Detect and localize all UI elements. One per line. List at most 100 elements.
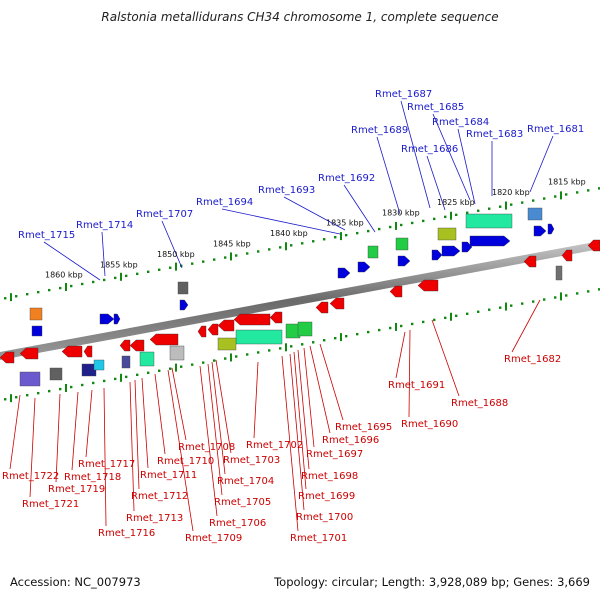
gene-label-rmet_1697: Rmet_1697 bbox=[306, 449, 363, 460]
gene-block bbox=[139, 351, 155, 367]
backbone bbox=[0, 241, 600, 360]
gene-label-rmet_1703: Rmet_1703 bbox=[223, 455, 280, 466]
gene-label-rmet_1702: Rmet_1702 bbox=[246, 440, 303, 451]
scale-tick bbox=[175, 262, 177, 271]
leader-line bbox=[161, 220, 183, 269]
leader-line bbox=[9, 394, 21, 470]
scale-dot bbox=[279, 246, 282, 249]
gene-label-rmet_1711: Rmet_1711 bbox=[140, 470, 197, 481]
scale-dot bbox=[213, 359, 216, 362]
reverse-gene-arrow bbox=[269, 311, 283, 324]
reverse-gene-arrow bbox=[119, 339, 131, 352]
gene-label-rmet_1719: Rmet_1719 bbox=[48, 484, 105, 495]
scale-dot bbox=[202, 260, 205, 263]
gene-block bbox=[169, 345, 185, 361]
leader-line bbox=[400, 100, 431, 209]
scale-tick bbox=[450, 211, 452, 220]
gene-label-rmet_1695: Rmet_1695 bbox=[335, 422, 392, 433]
scale-dot bbox=[37, 290, 40, 294]
kbp-label: 1840 kbp bbox=[270, 229, 308, 238]
scale-dot bbox=[312, 240, 315, 243]
gene-label-rmet_1712: Rmet_1712 bbox=[131, 491, 188, 502]
gene-label-rmet_1714: Rmet_1714 bbox=[76, 220, 133, 231]
gene-label-rmet_1699: Rmet_1699 bbox=[298, 491, 355, 502]
gene-label-rmet_1701: Rmet_1701 bbox=[290, 533, 347, 544]
scale-dot bbox=[587, 290, 590, 293]
upper-scale bbox=[4, 187, 600, 302]
scale-dot bbox=[59, 286, 62, 290]
gene-label-rmet_1687: Rmet_1687 bbox=[375, 89, 432, 100]
leader-line bbox=[207, 363, 223, 496]
kbp-label: 1820 kbp bbox=[492, 188, 530, 197]
scale-tick bbox=[560, 191, 562, 200]
gene-label-rmet_1682: Rmet_1682 bbox=[504, 354, 561, 365]
scale-dot bbox=[26, 393, 29, 397]
scale-dot bbox=[235, 355, 238, 358]
scale-dot bbox=[334, 337, 337, 340]
scale-dot bbox=[323, 238, 326, 241]
gene-label-rmet_1722: Rmet_1722 bbox=[2, 471, 59, 482]
kbp-label: 1850 kbp bbox=[157, 250, 195, 259]
scale-dot bbox=[521, 302, 524, 305]
reverse-gene-arrow bbox=[561, 249, 573, 262]
kbp-label: 1845 kbp bbox=[213, 240, 251, 249]
gene-block bbox=[395, 237, 409, 251]
gene-block bbox=[367, 245, 379, 259]
scale-dot bbox=[554, 296, 557, 299]
reverse-gene-arrow bbox=[329, 297, 345, 310]
scale-dot bbox=[246, 252, 249, 255]
topology-summary: Topology: circular; Length: 3,928,089 bp… bbox=[274, 575, 590, 589]
reverse-gene-arrow bbox=[149, 333, 179, 346]
leader-line bbox=[395, 331, 406, 379]
forward-gene-arrow bbox=[547, 223, 555, 235]
scale-dot bbox=[334, 236, 337, 239]
gene-label-rmet_1681: Rmet_1681 bbox=[527, 124, 584, 135]
leader-line bbox=[171, 367, 187, 441]
gene-label-rmet_1698: Rmet_1698 bbox=[301, 471, 358, 482]
scale-dot bbox=[466, 211, 469, 214]
scale-dot bbox=[4, 297, 7, 300]
leader-line bbox=[343, 184, 376, 233]
scale-dot bbox=[598, 288, 600, 291]
scale-dot bbox=[367, 229, 370, 233]
scale-tick bbox=[560, 292, 562, 301]
scale-tick bbox=[230, 252, 232, 261]
gene-block bbox=[93, 359, 105, 371]
kbp-label: 1860 kbp bbox=[45, 271, 83, 280]
reverse-gene-arrow bbox=[315, 301, 329, 314]
scale-dot bbox=[26, 292, 29, 296]
forward-gene-arrow bbox=[179, 299, 189, 311]
leader-line bbox=[281, 355, 299, 532]
gene-label-rmet_1700: Rmet_1700 bbox=[296, 512, 353, 523]
scale-dot bbox=[543, 298, 546, 301]
scale-dot bbox=[92, 280, 95, 284]
leader-line bbox=[297, 349, 310, 470]
kbp-label: 1825 kbp bbox=[437, 198, 475, 207]
scale-dot bbox=[202, 361, 205, 364]
gene-block bbox=[177, 281, 189, 295]
scale-dot bbox=[169, 266, 172, 269]
gene-block bbox=[217, 337, 237, 351]
scale-dot bbox=[433, 318, 436, 322]
rna-gene-block bbox=[465, 213, 513, 229]
scale-dot bbox=[290, 244, 293, 247]
scale-dot bbox=[224, 357, 227, 360]
scale-dot bbox=[455, 314, 458, 318]
gene-label-rmet_1694: Rmet_1694 bbox=[196, 197, 253, 208]
forward-gene-arrow bbox=[357, 261, 371, 273]
scale-dot bbox=[70, 385, 73, 389]
scale-tick bbox=[285, 343, 287, 352]
forward-gene-arrow bbox=[461, 241, 473, 253]
gene-label-rmet_1685: Rmet_1685 bbox=[407, 102, 464, 113]
leader-line bbox=[432, 113, 471, 201]
gene-label-rmet_1715: Rmet_1715 bbox=[18, 230, 75, 241]
gene-label-rmet_1717: Rmet_1717 bbox=[78, 459, 135, 470]
leader-line bbox=[303, 347, 315, 448]
forward-gene-arrow bbox=[113, 313, 121, 325]
scale-dot bbox=[15, 295, 18, 298]
leader-line bbox=[215, 359, 232, 454]
scale-dot bbox=[477, 209, 480, 212]
scale-dot bbox=[488, 207, 491, 210]
scale-tick bbox=[285, 242, 287, 251]
scale-dot bbox=[422, 219, 425, 223]
